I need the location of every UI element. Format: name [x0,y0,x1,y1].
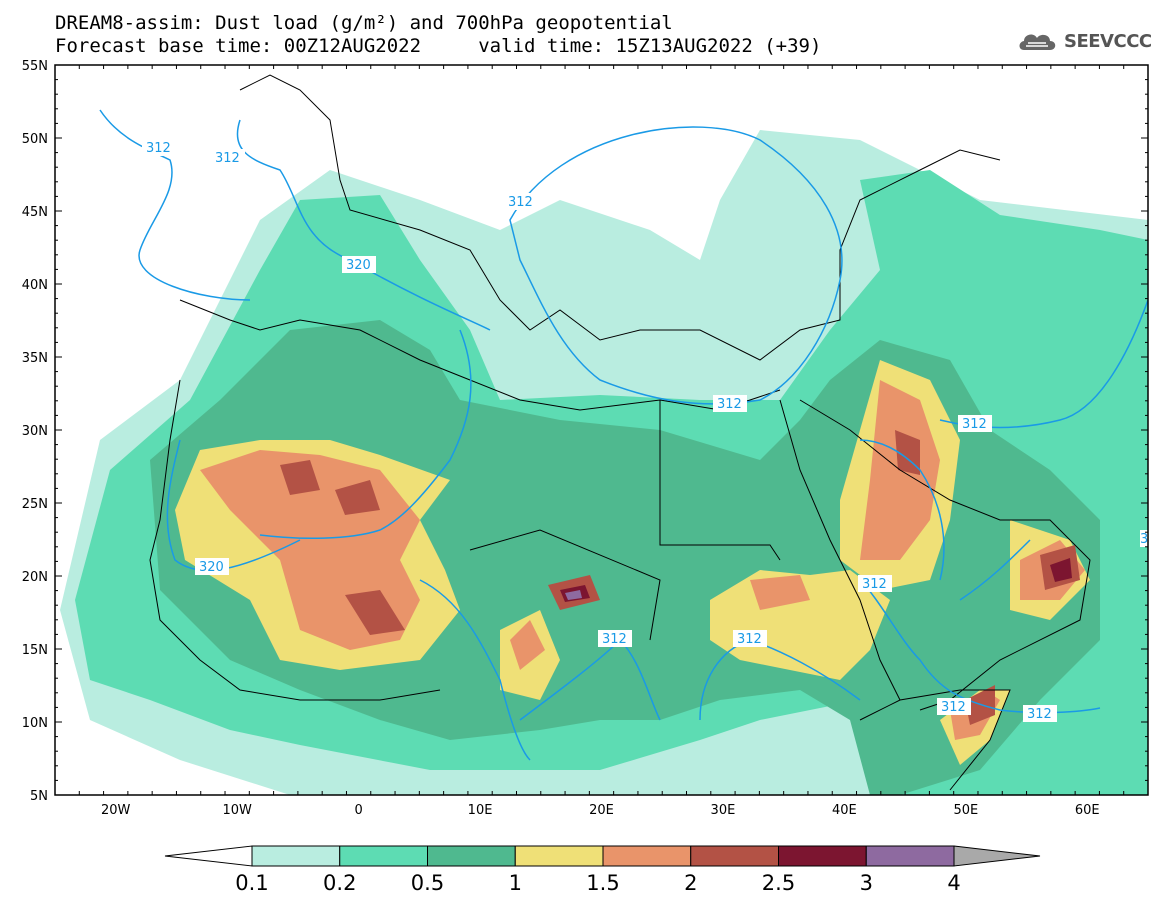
contour-label: 312 [962,417,987,432]
colorbar-label: 2.5 [761,871,796,895]
coastline [799,399,1091,711]
forecast-time: Forecast base time: 00Z12AUG2022 valid t… [55,35,822,57]
colorbar-label: 2 [684,871,698,895]
colorbar-swatch [602,845,692,867]
axis-ticks [54,64,1149,796]
colorbar-label: 0.2 [323,871,357,895]
geopotential-contours [99,109,1148,761]
logo-text: SEEVCCC [1064,31,1152,52]
colorbar-label: 1.5 [586,871,620,895]
contour-label: 312 [215,151,240,166]
x-tick-label: 20E [589,803,614,818]
dust-level-2 [335,480,380,515]
y-tick-label: 20N [22,570,48,585]
contour-label: 312 [146,141,171,156]
colorbar-label: 0.5 [410,871,445,895]
colorbar-swatch [865,845,955,867]
contour-label: 320 [199,560,224,575]
x-tick-label: 30E [711,803,736,818]
border [659,400,781,561]
dust-level-3 [565,590,582,600]
dust-level-1 [710,570,890,680]
map-title: DREAM8-assim: Dust load (g/m²) and 700hP… [55,12,673,34]
colorbar-swatch [339,845,428,867]
colorbar-swatch [514,845,604,867]
y-tick-label: 35N [22,351,48,366]
colorbar-label: 1 [508,871,522,895]
coastline [179,299,781,411]
contour-312 [259,329,472,540]
contour-label: 320 [346,258,371,273]
contour-label: 312 [717,397,742,412]
y-tick-label: 50N [22,132,48,147]
contour-label: 312 [508,195,533,210]
coastline [239,74,1001,361]
colorbar-swatch [690,845,779,867]
contour-312 [959,539,1031,601]
y-tick-label: 10N [22,716,48,731]
y-tick-label: 55N [22,59,48,74]
x-tick-label: 0 [354,803,362,818]
contour-312 [859,579,1101,714]
coastline [779,399,901,701]
dust-shading [60,130,1148,795]
coastline [149,379,441,701]
contour-labels: 312 312 312 320 312 312 320 312 312 312 … [142,139,1165,722]
x-tick-label: 10W [222,803,252,818]
y-tick-label: 30N [22,424,48,439]
x-tick-label: 20W [101,803,131,818]
dust-level-2.5 [1050,558,1072,582]
dust-level-1.5 [510,620,545,670]
seevccc-logo: SEEVCCC [1016,28,1156,58]
colorbar-label: 3 [859,871,873,895]
contour-label: 312 [862,577,887,592]
dust-level-1.5 [750,575,810,610]
contour-312 [236,119,491,331]
y-tick-label: 40N [22,278,48,293]
contour-312 [166,439,301,572]
colorbar-swatch [251,845,341,867]
contour-label: 312 [941,700,966,715]
contour-label: 312 [1140,532,1165,547]
y-tick-label: 15N [22,643,48,658]
x-tick-label: 10E [468,803,493,818]
coastlines-and-borders [149,74,1091,791]
colorbar-swatch [778,845,867,867]
x-tick-label: 60E [1075,803,1100,818]
y-tick-label: 25N [22,497,48,512]
x-tick-label: 40E [832,803,857,818]
border [469,529,661,641]
coastline [859,689,1011,791]
dust-level-2 [280,460,320,495]
contour-label: 312 [737,632,762,647]
contour-312 [509,126,843,405]
y-tick-label: 45N [22,205,48,220]
colorbar-label: 0.1 [235,871,269,895]
colorbar-label: 4 [947,871,961,895]
contour-312 [99,109,251,301]
contour-312 [859,439,945,581]
colorbar-over-triangle [953,845,1041,867]
axis-tick-labels: 20W 10W 0 10E 20E 30E 40E 50E 60E 55N 50N 45N 40N 35N… [22,59,1100,818]
x-tick-label: 50E [953,803,978,818]
contour-label: 312 [602,632,627,647]
colorbar-under-triangle [164,845,253,867]
y-tick-label: 5N [30,789,48,804]
colorbar [164,845,1041,867]
contour-label: 312 [1027,707,1052,722]
dust-level-2 [345,590,405,635]
colorbar-swatch [427,845,516,867]
cloud-icon [1019,34,1056,50]
contour-312 [419,579,531,761]
